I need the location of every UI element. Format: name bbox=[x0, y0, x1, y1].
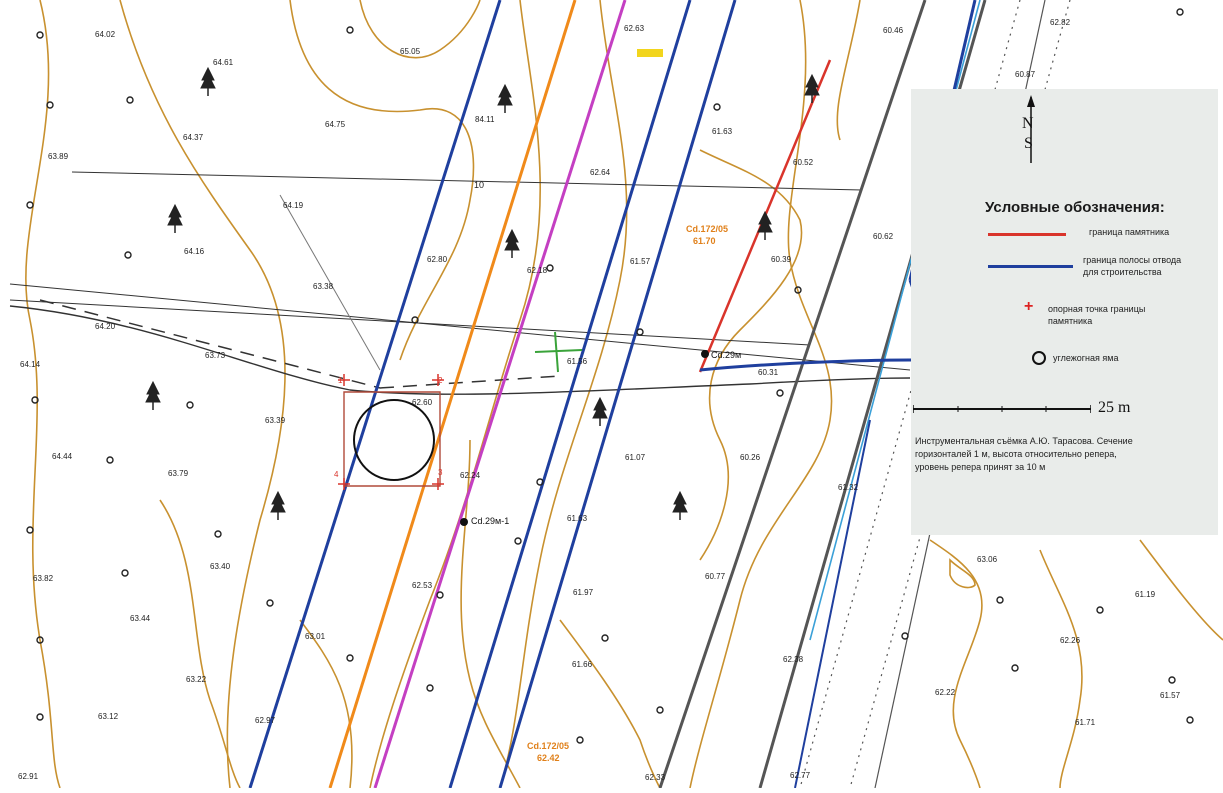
elevation-label: 61.19 bbox=[1135, 590, 1156, 599]
benchmark-dot-1 bbox=[460, 518, 468, 526]
elevation-label: 62.97 bbox=[255, 716, 276, 725]
elevation-label: 62.64 bbox=[590, 168, 611, 177]
elevation-label: 63.79 bbox=[168, 469, 189, 478]
legend-title: Условные обозначения: bbox=[985, 199, 1165, 216]
elevation-label: 63.01 bbox=[305, 632, 326, 641]
yellow-marker bbox=[637, 49, 663, 57]
elevation-label: 84.11 bbox=[475, 115, 495, 124]
elevation-label: 64.16 bbox=[184, 247, 205, 256]
elevation-label: 63.12 bbox=[98, 712, 119, 721]
corner-label-4: 4 bbox=[334, 470, 339, 479]
corner-label-2: 2 bbox=[438, 376, 443, 385]
elevation-label: 64.02 bbox=[95, 30, 116, 39]
elevation-label: 64.14 bbox=[20, 360, 41, 369]
circle-pit-icon bbox=[1032, 351, 1046, 365]
elevation-label: 64.44 bbox=[52, 452, 73, 461]
elevation-label: 61.32 bbox=[838, 483, 859, 492]
elevation-label: 62.60 bbox=[412, 398, 433, 407]
elevation-label: 64.75 bbox=[325, 120, 346, 129]
survey-lines bbox=[9, 171, 911, 395]
elevation-label: 62.24 bbox=[460, 471, 481, 480]
elevation-label: 62.77 bbox=[790, 771, 811, 780]
elevation-label: 60.77 bbox=[705, 572, 726, 581]
contour-lines bbox=[25, 0, 1223, 789]
red-cross-icon: + bbox=[1024, 298, 1034, 315]
legend-panel: N S Условные обозначения: граница памятн… bbox=[911, 89, 1218, 535]
elevation-label: 63.40 bbox=[210, 562, 231, 571]
tree-symbols bbox=[145, 66, 820, 520]
elevation-label: 64.19 bbox=[283, 201, 304, 210]
elevation-label: 61.57 bbox=[1160, 691, 1181, 700]
elevation-label: 60.31 bbox=[758, 368, 779, 377]
south-letter: S bbox=[1024, 135, 1033, 152]
elevation-label: 63.73 bbox=[205, 351, 226, 360]
scale-bar bbox=[913, 405, 1091, 413]
design-note-4: 62.42 bbox=[537, 753, 560, 763]
elevation-label: 62.38 bbox=[783, 655, 804, 664]
elevation-label: 61.97 bbox=[573, 588, 594, 597]
benchmark-label-1: Сd.29м-1 bbox=[471, 516, 510, 526]
legend-item-reference-point: опорная точка границы памятника bbox=[1048, 304, 1146, 326]
green-reference-cross bbox=[534, 331, 583, 373]
elevation-label: 62.18 bbox=[527, 266, 548, 275]
elevation-label: 60.87 bbox=[1015, 70, 1036, 79]
elevation-label: 61.63 bbox=[567, 514, 588, 523]
elevation-label: 63.06 bbox=[977, 555, 998, 564]
north-letter: N bbox=[1022, 115, 1034, 132]
elevation-label: 60.26 bbox=[740, 453, 761, 462]
elevation-label: 60.52 bbox=[793, 158, 814, 167]
elevation-label: 62.63 bbox=[624, 24, 645, 33]
legend-item-monument-boundary: граница памятника bbox=[1089, 227, 1170, 237]
legend-item-charcoal-pit: углежогная яма bbox=[1053, 353, 1119, 363]
monument-boundary bbox=[343, 391, 441, 487]
elevation-label: 62.33 bbox=[645, 773, 666, 782]
elevation-label: 60.46 bbox=[883, 26, 904, 35]
elevation-label: 63.38 bbox=[313, 282, 334, 291]
elevation-label: 62.22 bbox=[935, 688, 956, 697]
design-note-3: Сd.172/05 bbox=[527, 741, 570, 751]
elevation-label: 61.66 bbox=[572, 660, 593, 669]
elevation-label: 62.91 bbox=[18, 772, 39, 781]
elevation-label: 61.57 bbox=[630, 257, 651, 266]
elevation-label: 61.56 bbox=[567, 357, 588, 366]
monument-corner-crosses bbox=[338, 374, 444, 490]
north-arrow-icon bbox=[1027, 95, 1035, 163]
design-note-1: Сd.172/05 bbox=[686, 224, 729, 234]
elevation-label: 62.53 bbox=[412, 581, 433, 590]
survey-points bbox=[26, 8, 1194, 744]
elevation-label: 61.71 bbox=[1075, 718, 1096, 727]
red-line-icon bbox=[988, 233, 1066, 236]
contour-value-label: 10 bbox=[474, 180, 485, 190]
elevation-label: 64.20 bbox=[95, 322, 116, 331]
survey-note: Инструментальная съёмка А.Ю. Тарасова. С… bbox=[915, 436, 1133, 472]
charcoal-pit-circle bbox=[353, 399, 435, 481]
corner-label-3: 3 bbox=[438, 468, 443, 477]
elevation-label: 65.05 bbox=[400, 47, 421, 56]
elevation-label: 64.37 bbox=[183, 133, 204, 142]
elevation-label: 60.62 bbox=[873, 232, 894, 241]
elevation-label: 63.44 bbox=[130, 614, 151, 623]
elevation-label: 62.80 bbox=[427, 255, 448, 264]
corner-label-1: 1 bbox=[338, 376, 343, 385]
benchmark-label-2: Сd.29м bbox=[711, 350, 742, 360]
design-note-2: 61.70 bbox=[693, 236, 716, 246]
legend-item-allotment-boundary: граница полосы отвода для строительства bbox=[1083, 255, 1182, 277]
elevation-label: 63.39 bbox=[265, 416, 286, 425]
elevation-label: 62.82 bbox=[1050, 18, 1071, 27]
elevation-label: 63.89 bbox=[48, 152, 69, 161]
elevation-label: 61.07 bbox=[625, 453, 646, 462]
elevation-label: 60.39 bbox=[771, 255, 792, 264]
elevation-label: 63.22 bbox=[186, 675, 207, 684]
elevation-label: 63.82 bbox=[33, 574, 54, 583]
elevation-label: 64.61 bbox=[213, 58, 234, 67]
elevation-label: 62.26 bbox=[1060, 636, 1081, 645]
elevation-label: 61.63 bbox=[712, 127, 733, 136]
benchmark-dot-2 bbox=[701, 350, 709, 358]
scale-label: 25 m bbox=[1098, 399, 1131, 416]
blue-line-icon bbox=[988, 265, 1073, 268]
